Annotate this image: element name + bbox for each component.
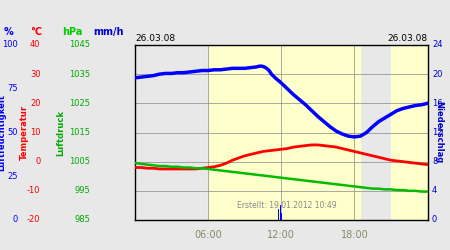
Text: 12: 12 xyxy=(432,128,442,137)
Text: 0: 0 xyxy=(13,216,18,224)
Text: -20: -20 xyxy=(27,216,40,224)
Text: 100: 100 xyxy=(2,40,18,50)
Text: 25: 25 xyxy=(8,172,18,181)
Text: Luftfeuchtigkeit: Luftfeuchtigkeit xyxy=(0,94,7,171)
Text: 50: 50 xyxy=(8,128,18,137)
Text: Luftdruck: Luftdruck xyxy=(56,110,65,156)
Text: Niederschlag: Niederschlag xyxy=(434,102,443,164)
Text: 1015: 1015 xyxy=(69,128,90,137)
Text: 8: 8 xyxy=(432,157,437,166)
Text: 1005: 1005 xyxy=(69,157,90,166)
Bar xyxy=(391,45,428,220)
Text: 0: 0 xyxy=(432,216,437,224)
Text: 20: 20 xyxy=(30,99,40,108)
Text: 75: 75 xyxy=(7,84,18,93)
Text: 1025: 1025 xyxy=(69,99,90,108)
Text: -10: -10 xyxy=(27,186,40,195)
Text: 26.03.08: 26.03.08 xyxy=(135,34,175,43)
Text: 0: 0 xyxy=(35,157,40,166)
Text: 1035: 1035 xyxy=(69,70,90,79)
Text: 20: 20 xyxy=(432,70,442,79)
Text: mm/h: mm/h xyxy=(93,28,123,38)
Text: 985: 985 xyxy=(74,216,90,224)
Text: 40: 40 xyxy=(30,40,40,50)
Text: %: % xyxy=(4,28,14,38)
Bar xyxy=(279,206,280,220)
Text: °C: °C xyxy=(30,28,42,38)
Text: hPa: hPa xyxy=(62,28,82,38)
Text: 995: 995 xyxy=(74,186,90,195)
Text: Erstellt: 19.01.2012 10:49: Erstellt: 19.01.2012 10:49 xyxy=(238,200,337,209)
Text: 24: 24 xyxy=(432,40,442,50)
Bar xyxy=(281,213,282,220)
Text: 1045: 1045 xyxy=(69,40,90,50)
Text: 26.03.08: 26.03.08 xyxy=(387,34,428,43)
Text: 4: 4 xyxy=(432,186,437,195)
Text: 10: 10 xyxy=(30,128,40,137)
Bar xyxy=(278,209,279,220)
Bar xyxy=(208,45,360,220)
Text: 30: 30 xyxy=(30,70,40,79)
Text: 16: 16 xyxy=(432,99,443,108)
Text: Temperatur: Temperatur xyxy=(20,105,29,160)
